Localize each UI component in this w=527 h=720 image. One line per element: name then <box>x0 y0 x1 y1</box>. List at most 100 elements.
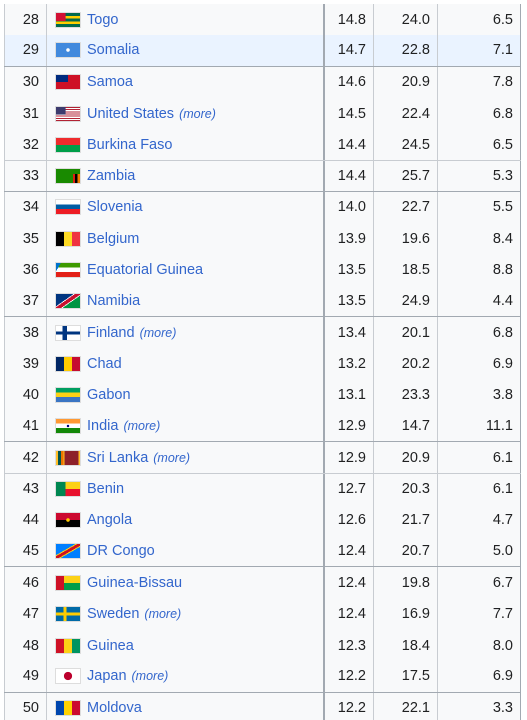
value-cell: 6.8 <box>437 97 521 130</box>
country-link[interactable]: Moldova <box>87 700 142 717</box>
country-link[interactable]: Zambia <box>87 167 136 184</box>
value: 12.6 <box>337 512 366 529</box>
value: 13.1 <box>337 387 366 404</box>
value-cell: 12.4 <box>323 536 373 567</box>
country-cell: Namibia <box>46 285 323 316</box>
value-cell: 22.1 <box>373 692 437 720</box>
table-row: 49 Japan (more) 12.2 17.5 6.9 <box>4 661 521 694</box>
country-cell: Guinea <box>46 630 323 662</box>
table-row: 41 India (more) 12.9 14.7 11.1 <box>4 410 521 444</box>
value: 22.7 <box>401 199 430 216</box>
flag-icon <box>55 167 81 184</box>
value-cell: 12.2 <box>323 661 373 692</box>
value: 13.5 <box>337 262 366 279</box>
country-cell: Somalia <box>46 35 323 66</box>
more-link[interactable]: (more) <box>131 669 169 684</box>
value-cell: 19.8 <box>373 567 437 599</box>
flag-icon <box>55 543 81 560</box>
country-link[interactable]: Slovenia <box>87 199 143 216</box>
country-link[interactable]: Gabon <box>87 387 131 404</box>
value-cell: 12.4 <box>323 598 373 630</box>
country-link[interactable]: Burkina Faso <box>87 136 173 153</box>
country-cell: United States (more) <box>46 97 323 130</box>
rank: 44 <box>22 512 39 529</box>
country-link[interactable]: United States <box>87 105 175 122</box>
value-cell: 12.9 <box>323 410 373 442</box>
country-link[interactable]: Sri Lanka <box>87 449 149 466</box>
value: 12.4 <box>337 606 366 623</box>
table-row: 45 DR Congo 12.4 20.7 5.0 <box>4 536 521 569</box>
value: 12.9 <box>337 418 366 435</box>
value-cell: 21.7 <box>373 504 437 537</box>
more-link[interactable]: (more) <box>139 325 177 340</box>
country-link[interactable]: DR Congo <box>87 543 155 560</box>
flag-icon <box>55 324 81 341</box>
table-row: 28 Togo 14.8 24.0 6.5 <box>4 4 521 37</box>
country-link[interactable]: Japan <box>87 668 127 685</box>
country-cell: Guinea-Bissau <box>46 567 323 599</box>
country-link[interactable]: Belgium <box>87 230 140 247</box>
country-link[interactable]: Equatorial Guinea <box>87 262 204 279</box>
value: 12.9 <box>337 449 366 466</box>
country-link[interactable]: Guinea-Bissau <box>87 575 183 592</box>
table-row: 47 Sweden (more) 12.4 16.9 7.7 <box>4 598 521 631</box>
country-link[interactable]: Samoa <box>87 74 133 91</box>
rank: 33 <box>22 167 39 184</box>
value: 20.2 <box>401 355 430 372</box>
table-row: 44 Angola 12.6 21.7 4.7 <box>4 504 521 538</box>
rank: 42 <box>22 449 39 466</box>
value-cell: 24.9 <box>373 285 437 316</box>
value: 13.9 <box>337 230 366 247</box>
more-link[interactable]: (more) <box>144 607 182 622</box>
country-link[interactable]: India <box>87 418 119 435</box>
country-link[interactable]: Finland <box>87 324 135 341</box>
value: 14.4 <box>337 167 366 184</box>
value: 20.9 <box>401 449 430 466</box>
rank: 30 <box>22 74 39 91</box>
country-cell: Japan (more) <box>46 661 323 692</box>
value-cell: 7.8 <box>437 66 521 98</box>
value-cell: 14.5 <box>323 97 373 130</box>
value-cell: 3.8 <box>437 379 521 411</box>
country-link[interactable]: Namibia <box>87 292 141 309</box>
country-cell: Togo <box>46 4 323 36</box>
value: 6.1 <box>492 481 513 498</box>
value: 7.1 <box>492 42 513 59</box>
value-cell: 23.3 <box>373 379 437 411</box>
rank-cell: 42 <box>4 442 46 474</box>
country-link[interactable]: Benin <box>87 481 125 498</box>
more-link[interactable]: (more) <box>123 419 161 434</box>
country-link[interactable]: Somalia <box>87 42 140 59</box>
rank-cell: 30 <box>4 66 46 98</box>
value-cell: 24.0 <box>373 4 437 36</box>
rank-cell: 29 <box>4 35 46 66</box>
value-cell: 22.4 <box>373 97 437 130</box>
country-link[interactable]: Chad <box>87 355 122 372</box>
rank-cell: 46 <box>4 567 46 599</box>
country-link[interactable]: Angola <box>87 512 133 529</box>
value-cell: 12.9 <box>323 442 373 474</box>
country-link[interactable]: Togo <box>87 11 119 28</box>
country-cell: Chad <box>46 348 323 380</box>
value: 19.6 <box>401 230 430 247</box>
rank-cell: 38 <box>4 317 46 349</box>
rank-cell: 49 <box>4 661 46 692</box>
country-link[interactable]: Sweden <box>87 606 140 623</box>
rank: 46 <box>22 575 39 592</box>
value: 14.8 <box>337 11 366 28</box>
more-link[interactable]: (more) <box>179 106 216 121</box>
rank-cell: 41 <box>4 410 46 442</box>
flag-icon <box>55 387 81 404</box>
value-cell: 13.5 <box>323 254 373 286</box>
rank: 32 <box>22 136 39 153</box>
value-cell: 20.3 <box>373 473 437 505</box>
more-link[interactable]: (more) <box>153 450 191 465</box>
value: 12.2 <box>337 700 366 717</box>
rank-cell: 35 <box>4 223 46 255</box>
flag-icon <box>55 230 81 247</box>
country-cell: Zambia <box>46 160 323 191</box>
country-link[interactable]: Guinea <box>87 637 134 654</box>
table-row: 50 Moldova 12.2 22.1 3.3 <box>4 692 521 720</box>
value-cell: 4.4 <box>437 285 521 316</box>
value-cell: 8.8 <box>437 254 521 286</box>
